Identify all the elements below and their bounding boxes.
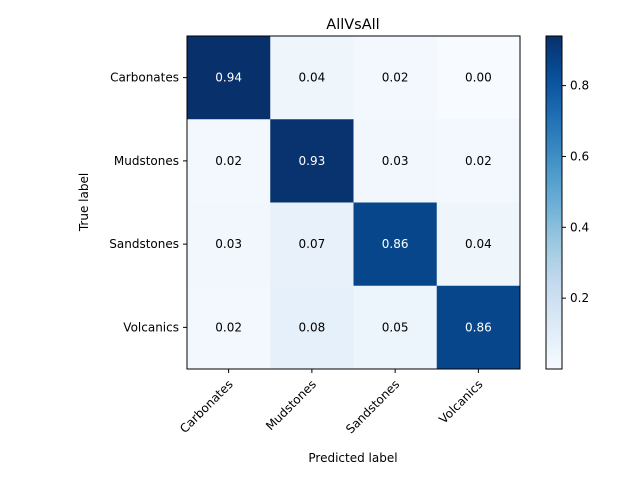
heatmap-cell xyxy=(187,202,271,287)
cell-value-label: 0.05 xyxy=(382,320,409,334)
y-tick-label: Sandstones xyxy=(109,237,179,251)
colorbar-tick-label: 0.2 xyxy=(570,291,589,305)
colorbar-tick-label: 0.4 xyxy=(570,220,589,234)
heatmap-cell xyxy=(187,36,271,120)
cell-value-label: 0.03 xyxy=(382,154,409,168)
colorbar-tick-label: 0.6 xyxy=(570,149,589,163)
y-tick-label: Mudstones xyxy=(114,154,179,168)
cell-value-label: 0.04 xyxy=(465,237,492,251)
cell-value-labels: 0.94 0.04 0.02 0.00 0.02 0.93 0.03 0.02 0.03 0.07… xyxy=(215,71,491,335)
colorbar-gradient xyxy=(545,35,563,370)
x-tick-label: Carbonates xyxy=(177,377,236,436)
y-tick-label: Carbonates xyxy=(110,71,179,85)
cell-value-label: 0.00 xyxy=(465,71,492,85)
colorbar-tick-label: 0.8 xyxy=(570,79,589,93)
heatmap-cell xyxy=(187,119,271,203)
cell-value-label: 0.02 xyxy=(465,154,492,168)
heatmap-cells xyxy=(187,36,521,370)
heatmap-cell xyxy=(270,36,354,120)
cell-value-label: 0.94 xyxy=(215,71,242,85)
cell-value-label: 0.02 xyxy=(215,154,242,168)
cell-value-label: 0.07 xyxy=(299,237,326,251)
plot-frame xyxy=(186,35,521,370)
cell-value-label: 0.04 xyxy=(299,71,326,85)
heatmap-cell xyxy=(270,202,354,287)
cell-value-label: 0.93 xyxy=(299,154,326,168)
heatmap-cell xyxy=(353,285,438,370)
heatmap-cell xyxy=(436,119,521,203)
cell-value-label: 0.08 xyxy=(299,320,326,334)
heatmap-cell xyxy=(270,285,354,370)
cell-value-label: 0.86 xyxy=(382,237,409,251)
cell-value-label: 0.86 xyxy=(465,320,492,334)
heatmap-cell xyxy=(353,119,438,203)
y-axis-label: True label xyxy=(77,173,91,232)
heatmap-cell xyxy=(270,119,354,203)
cell-value-label: 0.02 xyxy=(382,71,409,85)
cell-value-label: 0.03 xyxy=(215,237,242,251)
x-axis-label: Predicted label xyxy=(308,451,397,465)
chart-title: AllVsAll xyxy=(326,17,379,33)
cell-value-label: 0.02 xyxy=(215,320,242,334)
x-axis: Carbonates Mudstones Sandstones Volcanics xyxy=(177,369,485,436)
y-axis: Carbonates Mudstones Sandstones Volcanics xyxy=(109,71,187,334)
y-tick-label: Volcanics xyxy=(123,320,179,334)
heatmap-cell xyxy=(436,285,521,370)
colorbar: 0.2 0.4 0.6 0.8 xyxy=(545,35,589,370)
heatmap-cell xyxy=(353,202,438,287)
x-tick-label: Mudstones xyxy=(263,377,319,433)
heatmap-cell xyxy=(436,202,521,287)
x-tick-label: Volcanics xyxy=(436,377,485,426)
heatmap-cell xyxy=(436,36,521,120)
heatmap-cell xyxy=(187,285,271,370)
x-tick-label: Sandstones xyxy=(343,377,402,436)
heatmap-cell xyxy=(353,36,438,120)
